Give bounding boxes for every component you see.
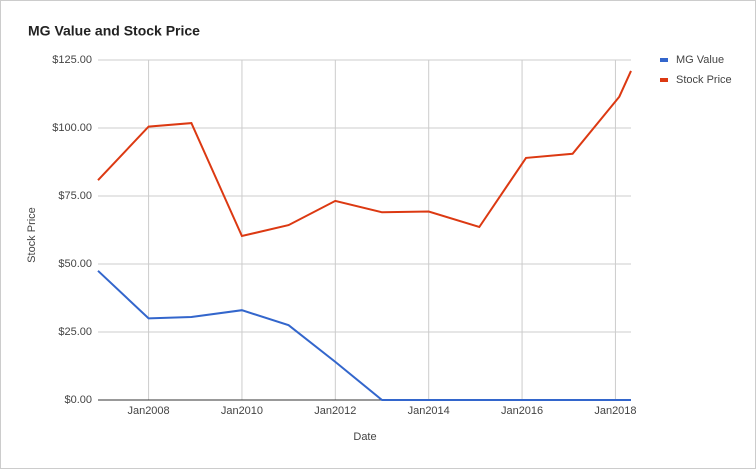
y-tick-label: $25.00 xyxy=(58,326,92,338)
y-tick-label: $75.00 xyxy=(58,190,92,202)
legend-label: Stock Price xyxy=(676,74,732,86)
x-tick-label: Jan2012 xyxy=(314,405,356,417)
y-tick-label: $0.00 xyxy=(64,394,92,406)
x-tick-label: Jan2016 xyxy=(501,405,543,417)
y-axis-label: Stock Price xyxy=(26,207,38,263)
y-tick-label: $125.00 xyxy=(52,54,92,66)
x-tick-label: Jan2008 xyxy=(127,405,169,417)
series-line xyxy=(97,270,631,401)
chart-title: MG Value and Stock Price xyxy=(28,23,200,39)
legend-label: MG Value xyxy=(676,54,724,66)
y-tick-label: $50.00 xyxy=(58,258,92,270)
x-tick-label: Jan2018 xyxy=(594,405,636,417)
x-axis-label: Date xyxy=(353,431,376,443)
series-line xyxy=(97,70,632,238)
x-tick-label: Jan2014 xyxy=(408,405,450,417)
y-tick-label: $100.00 xyxy=(52,122,92,134)
x-tick-label: Jan2010 xyxy=(221,405,263,417)
